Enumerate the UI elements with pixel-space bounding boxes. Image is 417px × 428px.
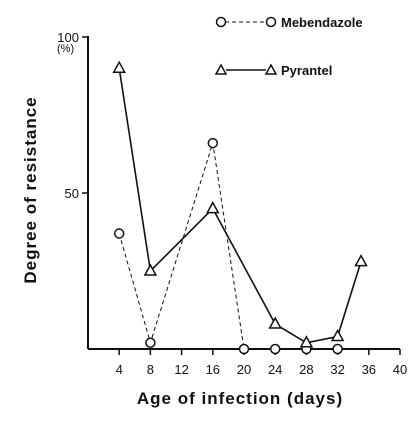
x-axis-title: Age of infection (days): [137, 389, 343, 408]
y-tick-label: 50: [65, 186, 79, 201]
data-point-pyrantel: [112, 60, 126, 73]
legend-marker-mebendazole-start: [215, 16, 227, 28]
series-layer: [112, 60, 368, 355]
x-ticks: 4 8 12 16 20 24 28 32 36 40: [116, 349, 407, 377]
data-point-mebendazole: [207, 137, 219, 149]
x-tick-label: 36: [362, 362, 376, 377]
x-tick-label: 40: [393, 362, 407, 377]
data-point-mebendazole: [238, 343, 250, 355]
legend-label-mebendazole: Mebendazole: [281, 15, 363, 30]
y-axis-title: Degree of resistance: [21, 96, 40, 283]
x-tick-label: 8: [147, 362, 154, 377]
series-line-pyrantel: [118, 68, 362, 344]
legend-marker-mebendazole-end: [265, 16, 277, 28]
legend-item-mebendazole: Mebendazole: [215, 15, 363, 30]
data-point-pyrantel: [299, 335, 314, 348]
legend: Mebendazole Pyrantel: [214, 15, 363, 78]
x-tick-label: 32: [330, 362, 344, 377]
y-ticks: 50 100: [57, 30, 88, 201]
axes: [87, 36, 400, 350]
data-point-mebendazole: [332, 343, 343, 355]
data-point-mebendazole: [113, 228, 125, 239]
data-point-mebendazole: [145, 337, 156, 349]
data-point-pyrantel: [206, 201, 220, 214]
data-point-mebendazole: [269, 343, 281, 355]
x-tick-label: 20: [237, 362, 251, 377]
x-tick-label: 12: [174, 362, 188, 377]
data-point-pyrantel: [143, 263, 158, 276]
legend-marker-pyrantel-end: [264, 63, 278, 75]
y-tick-label: 100: [57, 30, 79, 45]
x-tick-label: 4: [116, 362, 123, 377]
y-unit-label: (%): [57, 43, 74, 55]
data-point-pyrantel: [330, 328, 345, 342]
x-tick-label: 16: [206, 362, 220, 377]
series-line-mebendazole: [118, 142, 338, 350]
x-tick-label: 28: [299, 362, 313, 377]
legend-marker-pyrantel-start: [214, 63, 228, 75]
x-tick-label: 24: [268, 362, 282, 377]
legend-item-pyrantel: Pyrantel: [214, 63, 332, 78]
legend-label-pyrantel: Pyrantel: [281, 63, 332, 78]
data-point-pyrantel: [354, 254, 368, 267]
data-point-pyrantel: [268, 316, 282, 329]
